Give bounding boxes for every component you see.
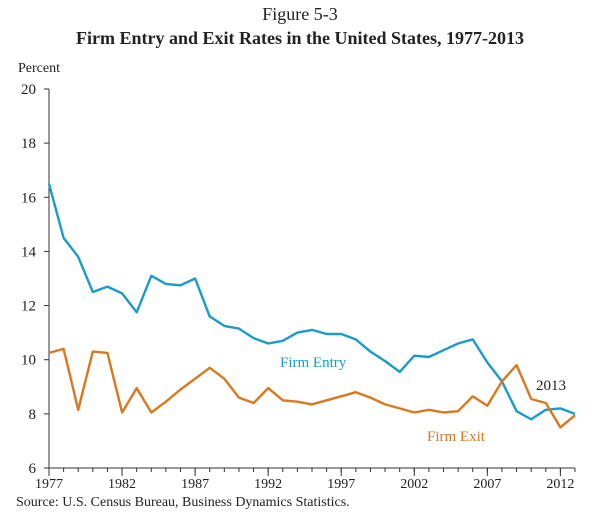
source-note: Source: U.S. Census Bureau, Business Dyn… — [16, 495, 350, 510]
x-tick-label: 1992 — [254, 477, 282, 492]
firm-exit-label: Firm Exit — [427, 429, 486, 445]
axes: 6 8 10 12 14 16 18 20 Percent 1977 1982 1987 1992 199… — [18, 61, 576, 492]
x-tick-label: 1997 — [327, 477, 355, 492]
annotations: Firm Entry Firm Exit 2013 — [280, 355, 566, 445]
year-2013-label: 2013 — [536, 378, 566, 394]
y-tick-label: 6 — [29, 461, 37, 477]
series-layer — [47, 183, 576, 429]
y-tick-label: 10 — [21, 353, 36, 369]
y-tick-label: 14 — [21, 244, 37, 260]
firm-entry-line — [47, 183, 576, 421]
x-tick-label: 2007 — [473, 477, 501, 492]
y-axis-label: Percent — [18, 61, 60, 76]
y-tick-label: 18 — [21, 136, 36, 152]
figure-label: Figure 5-3 — [262, 4, 338, 24]
x-tick-label: 1977 — [35, 477, 63, 492]
x-tick-label: 2012 — [546, 477, 574, 492]
y-tick-label: 12 — [21, 299, 36, 315]
firm-exit-line — [48, 347, 576, 429]
y-tick-label: 8 — [29, 407, 37, 423]
x-tick-label: 1987 — [181, 477, 209, 492]
y-tick-label: 20 — [21, 82, 36, 98]
firm-entry-label: Firm Entry — [280, 355, 347, 371]
chart-title: Firm Entry and Exit Rates in the United … — [76, 28, 524, 48]
y-tick-label: 16 — [21, 190, 37, 206]
x-tick-label: 2002 — [400, 477, 428, 492]
x-tick-label: 1982 — [108, 477, 136, 492]
